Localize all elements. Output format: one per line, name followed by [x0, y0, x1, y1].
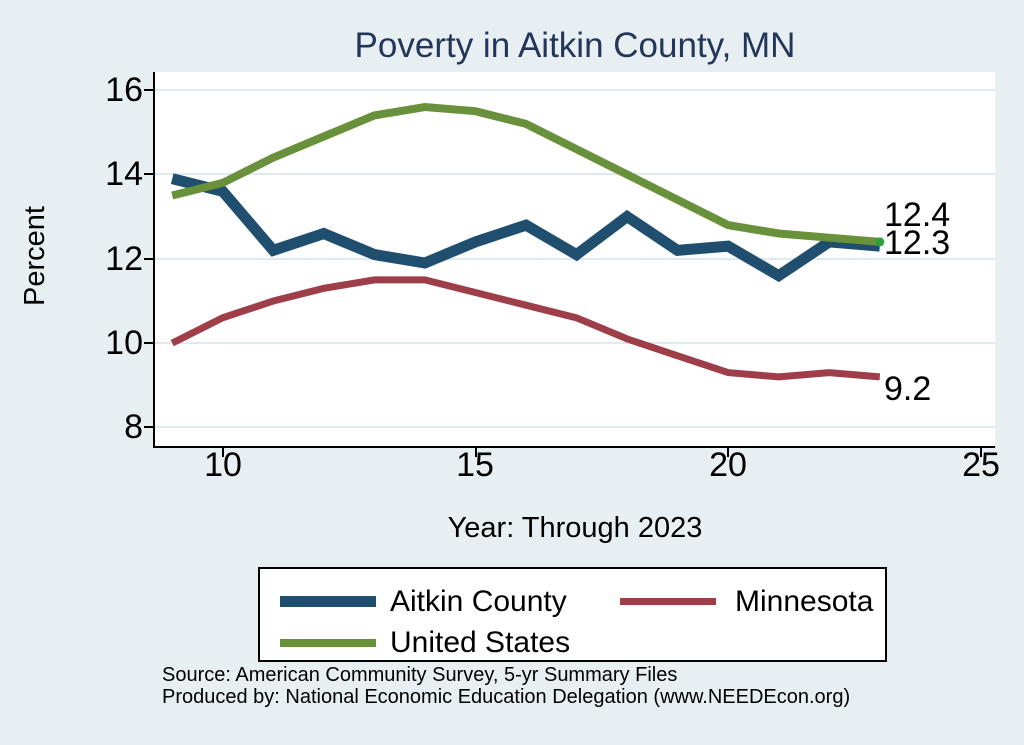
x-axis-line: [153, 446, 995, 448]
x-tick-label: 20: [709, 446, 747, 484]
gridline-8: [155, 426, 995, 428]
legend: Aitkin County Minnesota United States: [258, 567, 887, 662]
legend-label-minnesota: Minnesota: [735, 585, 874, 618]
y-tick-14: [144, 173, 153, 175]
y-tick-label: 16: [105, 71, 143, 109]
x-tick-label: 25: [962, 446, 1000, 484]
legend-swatch-aitkin-county: [280, 596, 376, 607]
end-label-united-states: 12.4: [884, 196, 951, 234]
y-tick-label: 12: [105, 240, 143, 278]
legend-label-aitkin-county: Aitkin County: [390, 585, 567, 618]
y-axis-line: [153, 72, 155, 448]
source-line: Source: American Community Survey, 5-yr …: [162, 664, 678, 686]
y-tick-8: [144, 426, 153, 428]
x-axis-title: Year: Through 2023: [447, 512, 703, 544]
y-axis-title: Percent: [19, 206, 51, 306]
x-tick-label: 15: [456, 446, 494, 484]
legend-swatch-united-states: [280, 639, 376, 647]
source-notes: Source: American Community Survey, 5-yr …: [162, 664, 982, 708]
x-tick-label: 10: [204, 446, 242, 484]
x-tick-10: [222, 448, 224, 457]
gridline-14: [155, 173, 995, 175]
x-tick-15: [475, 448, 477, 457]
x-tick-25: [980, 448, 982, 457]
produced-by-line: Produced by: National Economic Education…: [162, 686, 851, 708]
y-tick-label: 10: [105, 324, 143, 362]
gridline-10: [155, 342, 995, 344]
plot-area: 12.4 12.3 9.2: [155, 72, 995, 446]
legend-label-united-states: United States: [390, 626, 571, 659]
y-tick-label: 14: [105, 155, 143, 193]
chart-title: Poverty in Aitkin County, MN: [354, 26, 796, 65]
line-series-svg: [170, 102, 885, 381]
legend-swatch-minnesota: [620, 598, 716, 605]
y-tick-16: [144, 89, 153, 91]
y-tick-label: 8: [124, 408, 143, 446]
y-tick-12: [144, 258, 153, 260]
y-tick-10: [144, 342, 153, 344]
end-label-minnesota: 9.2: [884, 370, 932, 408]
end-label-aitkin-county: 12.3: [884, 224, 951, 262]
x-tick-20: [727, 448, 729, 457]
gridline-16: [155, 89, 995, 91]
